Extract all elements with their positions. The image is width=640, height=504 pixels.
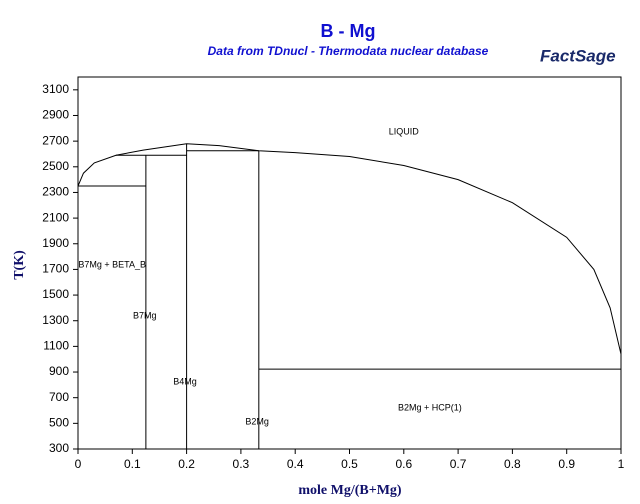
region-label: B2Mg + HCP(1)	[398, 402, 462, 412]
x-tick-label: 0.9	[558, 457, 575, 471]
region-label: B7Mg	[133, 310, 157, 320]
y-tick-label: 2700	[42, 133, 69, 147]
region-label: B4Mg	[173, 376, 197, 386]
region-label: B7Mg + BETA_B	[78, 259, 146, 269]
y-axis-label: T(K)	[12, 250, 27, 280]
logo: FactSage	[540, 46, 616, 65]
y-tick-label: 300	[49, 441, 69, 455]
y-tick-label: 2300	[42, 185, 69, 199]
y-tick-label: 1500	[42, 287, 69, 301]
y-tick-label: 1300	[42, 313, 69, 327]
region-label: LIQUID	[389, 127, 420, 137]
x-tick-label: 1	[618, 457, 625, 471]
y-tick-label: 2500	[42, 159, 69, 173]
x-tick-label: 0.2	[178, 457, 195, 471]
chart-title: B - Mg	[321, 21, 376, 41]
x-tick-label: 0.3	[233, 457, 250, 471]
phase-boundary	[77, 143, 622, 355]
y-tick-label: 700	[49, 390, 69, 404]
x-tick-label: 0	[75, 457, 82, 471]
x-tick-label: 0.7	[450, 457, 467, 471]
y-tick-label: 3100	[42, 82, 69, 96]
y-tick-label: 1700	[42, 262, 69, 276]
x-tick-label: 0.6	[395, 457, 412, 471]
y-tick-label: 900	[49, 364, 69, 378]
chart-subtitle: Data from TDnucl - Thermodata nuclear da…	[208, 44, 489, 58]
region-label: B2Mg	[245, 416, 269, 426]
x-tick-label: 0.4	[287, 457, 304, 471]
y-tick-label: 1100	[43, 339, 69, 353]
x-tick-label: 0.1	[124, 457, 141, 471]
y-tick-label: 1900	[42, 236, 69, 250]
x-tick-label: 0.5	[341, 457, 358, 471]
y-tick-label: 2900	[42, 108, 69, 122]
x-axis-label: mole Mg/(B+Mg)	[298, 483, 402, 498]
y-tick-label: 500	[49, 416, 69, 430]
x-tick-label: 0.8	[504, 457, 521, 471]
y-tick-label: 2100	[42, 210, 69, 224]
plot-frame	[77, 76, 622, 450]
